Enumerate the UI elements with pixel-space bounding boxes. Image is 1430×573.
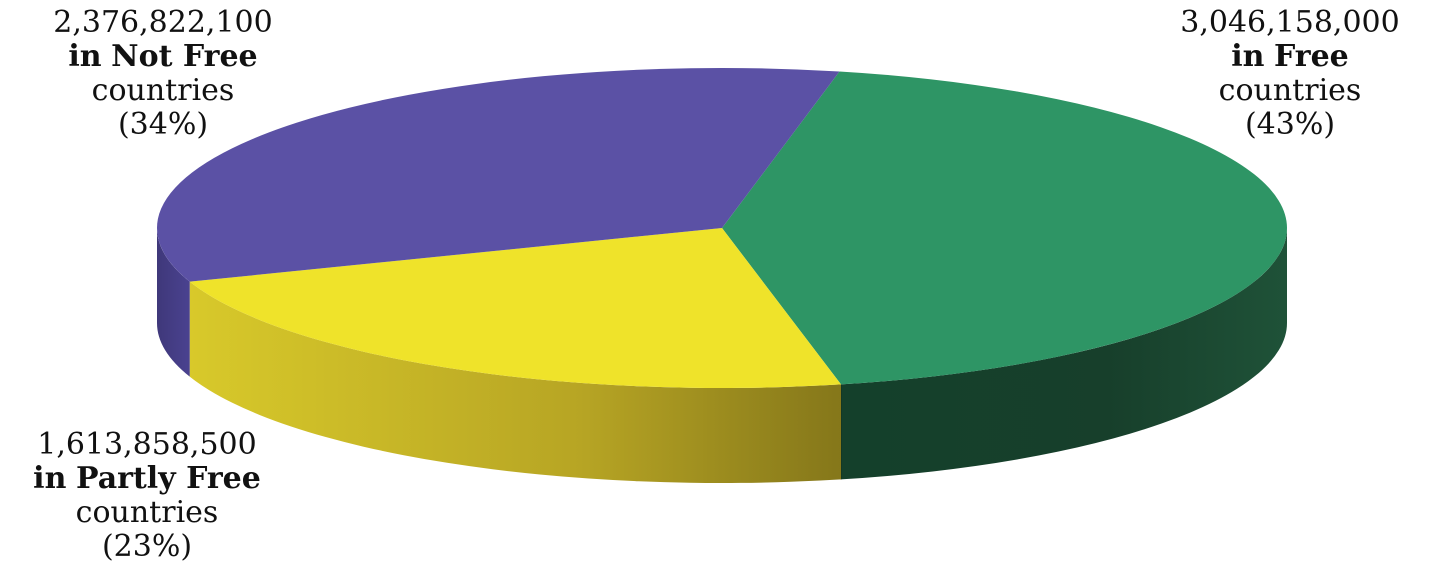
slice-label-not-free: 2,376,822,100 in Not Free countries (34%… xyxy=(18,6,308,142)
slice-label-prefix: in xyxy=(33,461,67,496)
slice-percent: (43%) xyxy=(1244,107,1336,142)
slice-value: 3,046,158,000 xyxy=(1180,5,1400,40)
pie-slice-free-side xyxy=(841,228,1287,480)
slice-label-suffix: countries xyxy=(91,73,235,108)
pie-slice-not-free-side xyxy=(157,228,190,377)
slice-category: Free xyxy=(1274,39,1349,74)
slice-label-suffix: countries xyxy=(1218,73,1362,108)
slice-category: Partly Free xyxy=(75,461,261,496)
pie-slice-partly-free xyxy=(189,228,842,388)
slice-category: Not Free xyxy=(111,39,258,74)
slice-value: 2,376,822,100 xyxy=(53,5,273,40)
pie-slice-free xyxy=(722,71,1287,385)
pie-slice-partly-free-side xyxy=(189,281,842,483)
slice-percent: (34%) xyxy=(117,107,209,142)
slice-value: 1,613,858,500 xyxy=(37,427,257,462)
slice-label-partly-free: 1,613,858,500 in Partly Free countries (… xyxy=(2,428,292,564)
slice-label-suffix: countries xyxy=(75,495,219,530)
slice-label-prefix: in xyxy=(68,39,102,74)
slice-label-free: 3,046,158,000 in Free countries (43%) xyxy=(1150,6,1430,142)
pie-slice-not-free xyxy=(157,68,840,282)
slice-percent: (23%) xyxy=(101,529,193,564)
slice-label-prefix: in xyxy=(1231,39,1265,74)
